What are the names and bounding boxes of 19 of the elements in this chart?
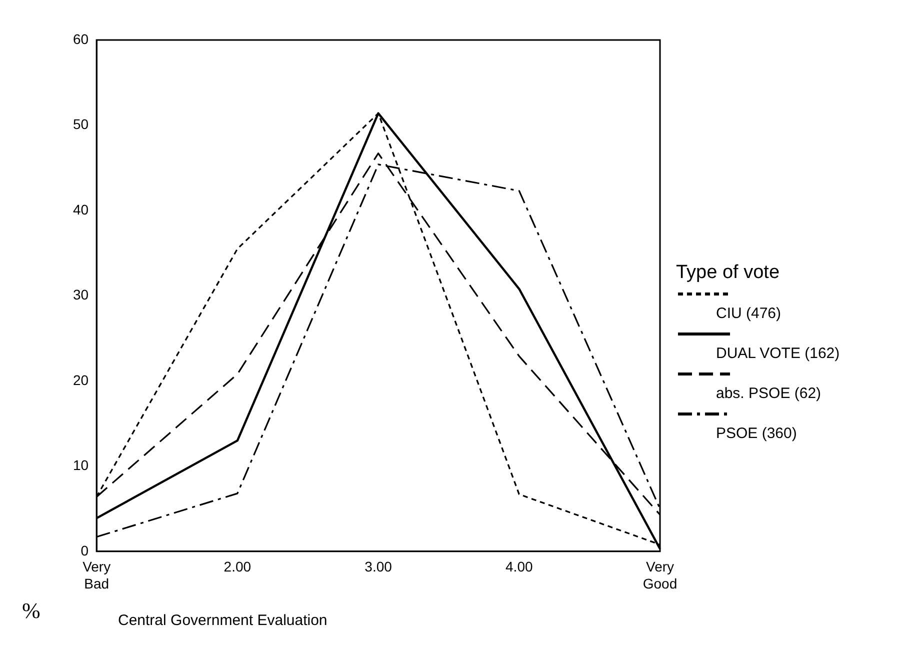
y-tick-label: 40 bbox=[72, 201, 89, 218]
x-axis-title: Central Government Evaluation bbox=[118, 612, 328, 629]
y-tick-label: 20 bbox=[72, 372, 89, 388]
legend-label: CIU (476) bbox=[716, 305, 782, 322]
y-axis-title: % bbox=[22, 598, 40, 624]
legend-label: DUAL VOTE (162) bbox=[716, 345, 840, 362]
x-tick-label: Very Good bbox=[642, 558, 678, 592]
y-tick-label: 10 bbox=[72, 457, 89, 474]
x-tick-label: Very Bad bbox=[82, 558, 111, 592]
x-tick-label: 4.00 bbox=[506, 558, 533, 575]
legend-label: abs. PSOE (62) bbox=[716, 385, 822, 402]
y-tick-label: 0 bbox=[80, 542, 89, 558]
legend-label: PSOE (360) bbox=[716, 425, 798, 442]
y-tick-label: 50 bbox=[72, 116, 89, 132]
y-tick-label: 60 bbox=[72, 30, 89, 47]
x-tick-label: 3.00 bbox=[364, 558, 392, 575]
y-tick-label: 30 bbox=[72, 286, 89, 303]
legend-title: Type of vote bbox=[676, 262, 781, 284]
x-tick-label: 2.00 bbox=[224, 558, 252, 575]
